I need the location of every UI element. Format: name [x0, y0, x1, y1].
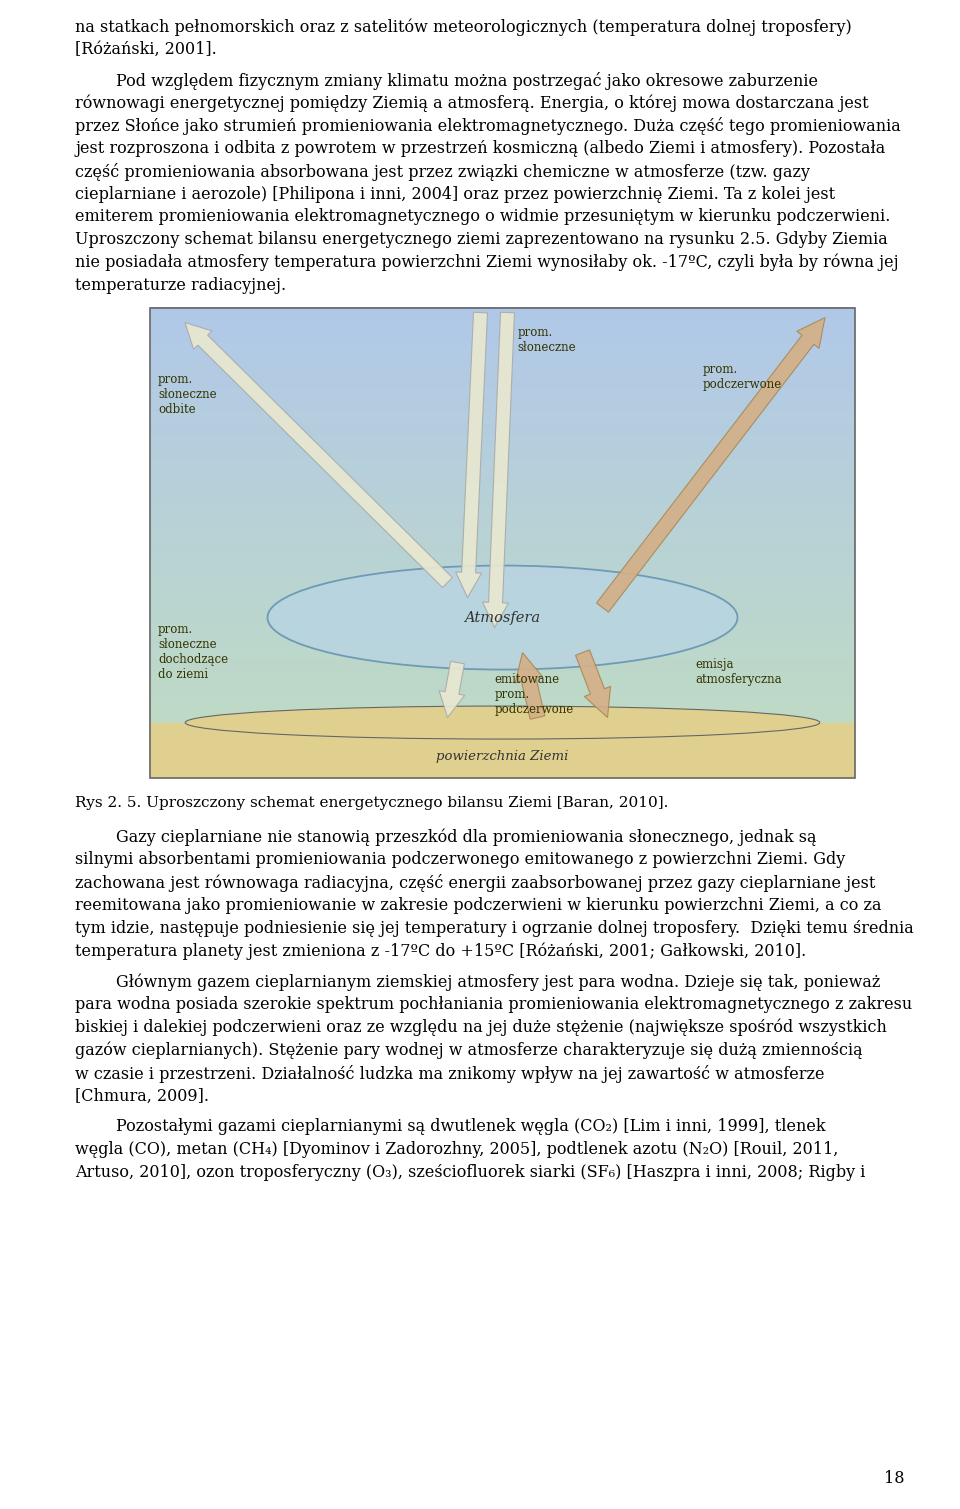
- Text: prom.
słoneczne
odbite: prom. słoneczne odbite: [158, 373, 217, 415]
- Text: reemitowana jako promieniowanie w zakresie podczerwieni w kierunku powierzchni Z: reemitowana jako promieniowanie w zakres…: [75, 896, 881, 914]
- FancyArrow shape: [516, 652, 545, 720]
- Text: na statkach pełnomorskich oraz z satelitów meteorologicznych (temperatura dolnej: na statkach pełnomorskich oraz z satelit…: [75, 18, 852, 36]
- Bar: [150, 318, 855, 330]
- Bar: [150, 400, 855, 413]
- Bar: [150, 576, 855, 590]
- Bar: [150, 448, 855, 460]
- Text: jest rozproszona i odbita z powrotem w przestrzeń kosmiczną (albedo Ziemi i atmo: jest rozproszona i odbita z powrotem w p…: [75, 140, 885, 157]
- Bar: [150, 564, 855, 578]
- Bar: [150, 613, 855, 625]
- Bar: [150, 308, 855, 777]
- Text: Pozostałymi gazami cieplarnianymi są dwutlenek węgla (CO₂) [Lim i inni, 1999], t: Pozostałymi gazami cieplarnianymi są dwu…: [75, 1118, 826, 1135]
- Text: emitowane
prom.
podczerwone: emitowane prom. podczerwone: [494, 673, 574, 715]
- Text: węgla (CO), metan (CH₄) [Dyominov i Zadorozhny, 2005], podtlenek azotu (N₂O) [Ro: węgla (CO), metan (CH₄) [Dyominov i Zado…: [75, 1141, 838, 1157]
- Text: Atmosfera: Atmosfera: [465, 611, 540, 625]
- Bar: [150, 353, 855, 367]
- Text: prom.
podczerwone: prom. podczerwone: [703, 362, 782, 391]
- Text: Uproszczony schemat bilansu energetycznego ziemi zaprezentowano na rysunku 2.5. : Uproszczony schemat bilansu energetyczne…: [75, 231, 888, 247]
- Bar: [150, 471, 855, 484]
- Text: silnymi absorbentami promieniowania podczerwonego emitowanego z powierzchni Ziem: silnymi absorbentami promieniowania podc…: [75, 851, 845, 868]
- Bar: [150, 623, 855, 637]
- Bar: [150, 682, 855, 696]
- Text: Gazy cieplarniane nie stanowią przeszkód dla promieniowania słonecznego, jednak : Gazy cieplarniane nie stanowią przeszkód…: [75, 828, 817, 847]
- Bar: [150, 495, 855, 507]
- Bar: [150, 694, 855, 708]
- FancyArrow shape: [456, 312, 488, 598]
- Bar: [150, 741, 855, 754]
- Text: Artuso, 2010], ozon troposferyczny (O₃), sześciofluorek siarki (SF₆) [Haszpra i : Artuso, 2010], ozon troposferyczny (O₃),…: [75, 1163, 865, 1180]
- Bar: [150, 459, 855, 472]
- Text: Głównym gazem cieplarnianym ziemskiej atmosfery jest para wodna. Dzieje się tak,: Głównym gazem cieplarnianym ziemskiej at…: [75, 973, 880, 991]
- Bar: [150, 377, 855, 389]
- Bar: [150, 647, 855, 659]
- Text: para wodna posiada szerokie spektrum pochłaniania promieniowania elektromagnetyc: para wodna posiada szerokie spektrum poc…: [75, 996, 912, 1013]
- Bar: [150, 635, 855, 649]
- Text: [Różański, 2001].: [Różański, 2001].: [75, 41, 217, 57]
- FancyArrow shape: [185, 323, 452, 587]
- Bar: [150, 343, 855, 355]
- Ellipse shape: [185, 706, 820, 739]
- Ellipse shape: [268, 566, 737, 670]
- Text: biskiej i dalekiej podczerwieni oraz ze względu na jej duże stężenie (największe: biskiej i dalekiej podczerwieni oraz ze …: [75, 1019, 887, 1037]
- Bar: [150, 601, 855, 613]
- Text: temperaturze radiacyjnej.: temperaturze radiacyjnej.: [75, 276, 286, 294]
- Bar: [150, 483, 855, 495]
- FancyArrow shape: [439, 661, 465, 718]
- Bar: [150, 330, 855, 343]
- Text: 18: 18: [884, 1470, 905, 1486]
- Bar: [150, 436, 855, 448]
- Bar: [150, 424, 855, 436]
- Bar: [150, 389, 855, 401]
- Text: tym idzie, następuje podniesienie się jej temperatury i ogrzanie dolnej troposfe: tym idzie, następuje podniesienie się je…: [75, 920, 914, 937]
- Bar: [150, 753, 855, 765]
- Bar: [150, 306, 855, 320]
- Bar: [150, 530, 855, 543]
- FancyArrow shape: [483, 312, 515, 628]
- Bar: [150, 729, 855, 742]
- Bar: [150, 718, 855, 730]
- Text: [Chmura, 2009].: [Chmura, 2009].: [75, 1088, 209, 1105]
- Text: część promieniowania absorbowana jest przez związki chemiczne w atmosferze (tzw.: część promieniowania absorbowana jest pr…: [75, 163, 810, 181]
- Text: Pod względem fizycznym zmiany klimatu można postrzegać jako okresowe zaburzenie: Pod względem fizycznym zmiany klimatu mo…: [75, 71, 818, 89]
- FancyArrow shape: [596, 317, 825, 613]
- Text: nie posiadała atmosfery temperatura powierzchni Ziemi wynosiłaby ok. -17ºC, czyl: nie posiadała atmosfery temperatura powi…: [75, 254, 899, 272]
- Text: prom.
słoneczne
dochodzące
do ziemi: prom. słoneczne dochodzące do ziemi: [158, 623, 228, 681]
- FancyArrow shape: [575, 650, 611, 718]
- Bar: [150, 723, 855, 777]
- Bar: [150, 589, 855, 601]
- Bar: [150, 765, 855, 777]
- Text: prom.
słoneczne: prom. słoneczne: [517, 326, 576, 353]
- Bar: [150, 518, 855, 531]
- Bar: [150, 659, 855, 672]
- Text: gazów cieplarnianych). Stężenie pary wodnej w atmosferze charakteryzuje się dużą: gazów cieplarnianych). Stężenie pary wod…: [75, 1041, 863, 1059]
- Bar: [150, 706, 855, 718]
- Bar: [150, 412, 855, 426]
- Text: powierzchnia Ziemi: powierzchnia Ziemi: [436, 750, 568, 764]
- Text: Rys 2. 5. Uproszczony schemat energetycznego bilansu Ziemi [Baran, 2010].: Rys 2. 5. Uproszczony schemat energetycz…: [75, 795, 668, 809]
- Text: równowagi energetycznej pomiędzy Ziemią a atmosferą. Energia, o której mowa dost: równowagi energetycznej pomiędzy Ziemią …: [75, 95, 869, 112]
- Bar: [150, 554, 855, 566]
- Bar: [150, 365, 855, 379]
- Text: cieplarniane i aerozole) [Philipona i inni, 2004] oraz przez powierzchnię Ziemi.: cieplarniane i aerozole) [Philipona i in…: [75, 186, 835, 202]
- Bar: [150, 542, 855, 554]
- Text: emisja
atmosferyczna: emisja atmosferyczna: [695, 658, 781, 685]
- Text: zachowana jest równowaga radiacyjna, część energii zaabsorbowanej przez gazy cie: zachowana jest równowaga radiacyjna, czę…: [75, 874, 876, 892]
- Text: emiterem promieniowania elektromagnetycznego o widmie przesuniętym w kierunku po: emiterem promieniowania elektromagnetycz…: [75, 208, 890, 225]
- Text: temperatura planety jest zmieniona z -17ºC do +15ºC [Różański, 2001; Gałkowski, : temperatura planety jest zmieniona z -17…: [75, 943, 806, 960]
- Bar: [150, 507, 855, 519]
- Bar: [150, 672, 855, 684]
- Text: przez Słońce jako strumień promieniowania elektromagnetycznego. Duża część tego : przez Słońce jako strumień promieniowani…: [75, 118, 900, 136]
- Text: w czasie i przestrzeni. Działalność ludzka ma znikomy wpływ na jej zawartość w a: w czasie i przestrzeni. Działalność ludz…: [75, 1065, 825, 1082]
